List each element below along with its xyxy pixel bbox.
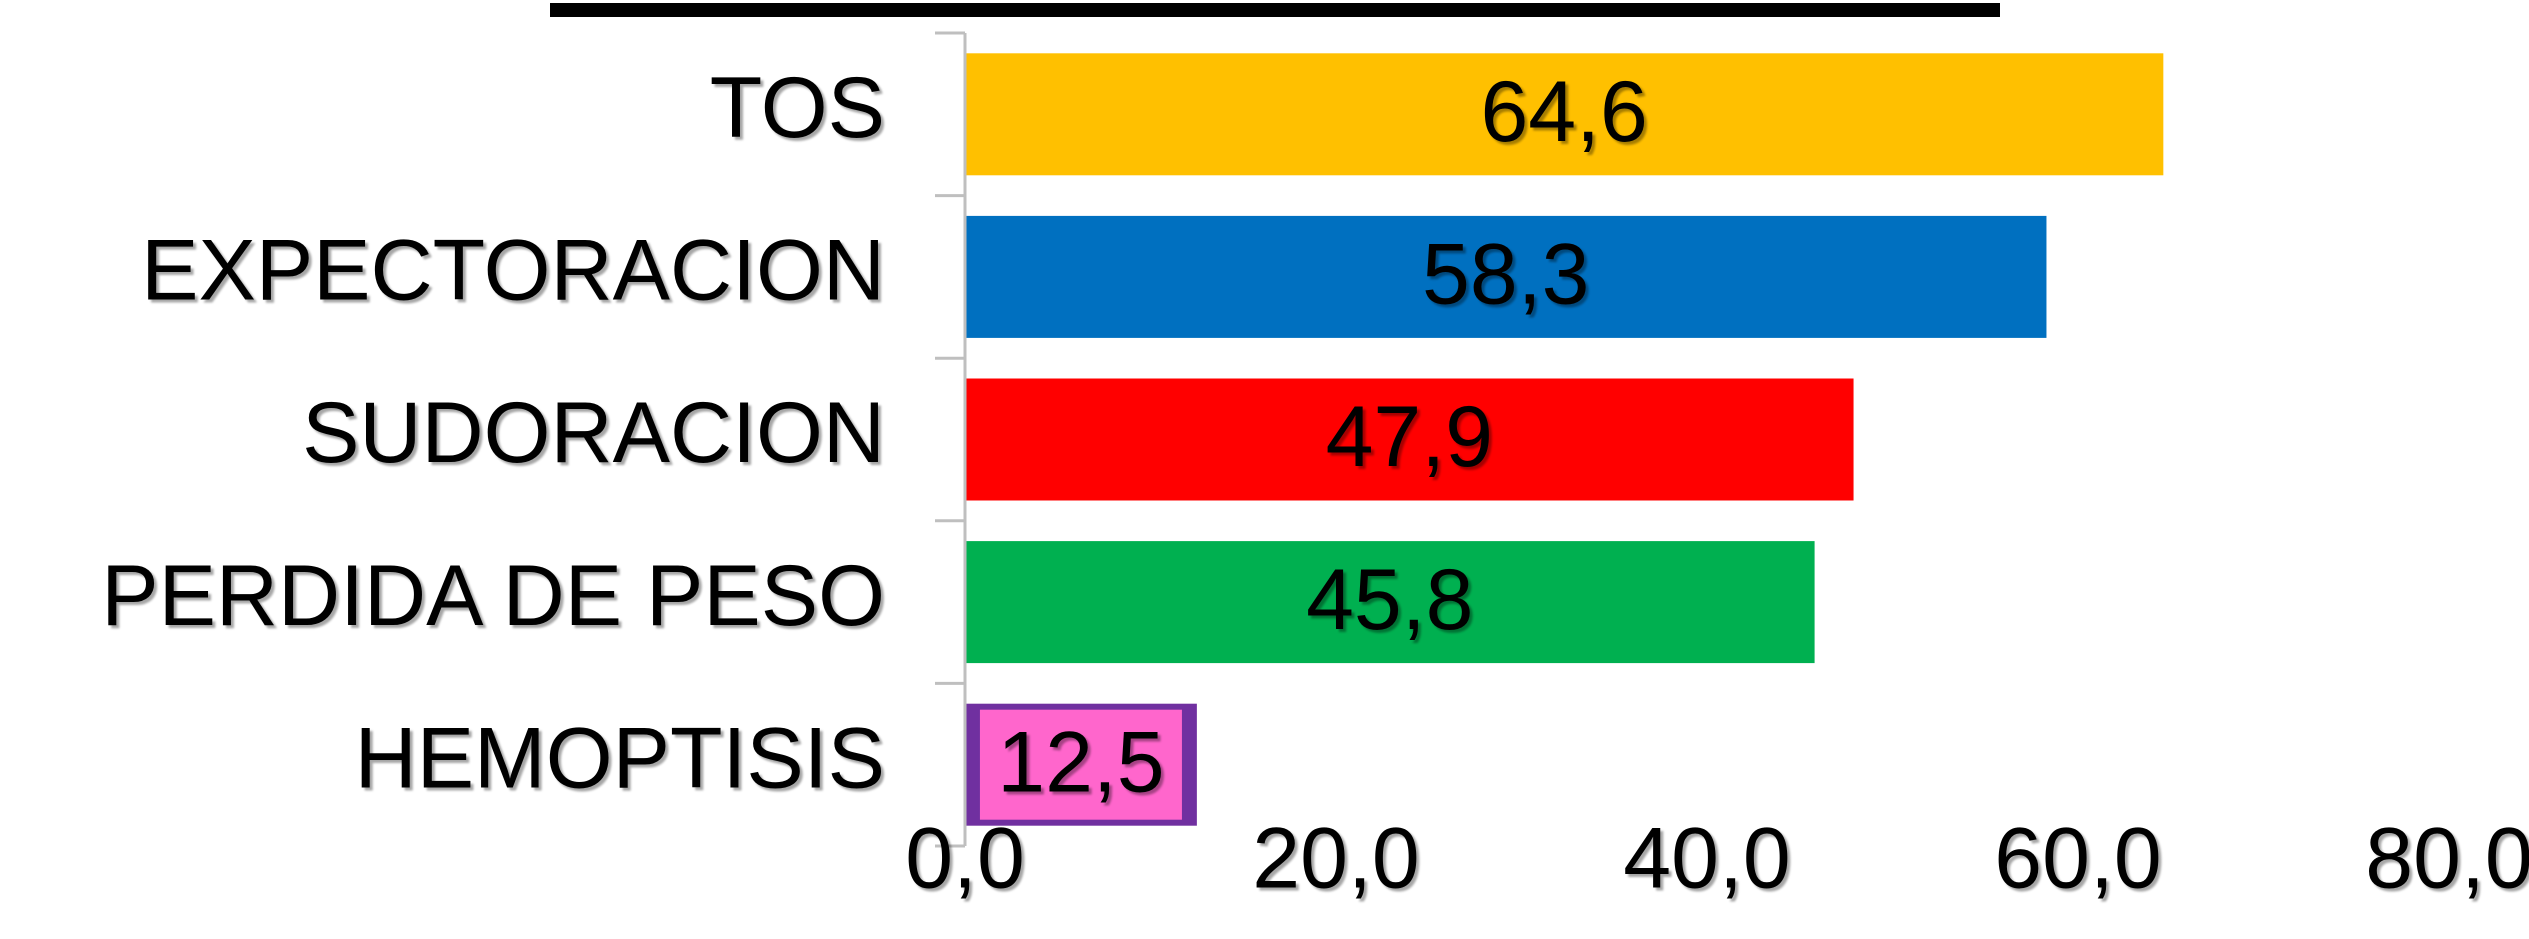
category-labels: TOS EXPECTORACION SUDORACION PERDIDA DE PES… [101,60,885,806]
x-tick-label: 20,0 [1252,811,1419,907]
category-label-expectoracion: EXPECTORACION [141,223,885,319]
x-tick-label: 0,0 [905,811,1025,907]
x-tick-label: 60,0 [1994,811,2161,907]
data-label-highlight [979,709,1182,820]
bar-sudoracion [965,378,1854,501]
bar-tos [965,53,2164,176]
category-label-tos: TOS [710,60,885,156]
data-label-perdida-de-peso: 45,8 [1306,552,1473,648]
bar-expectoracion [965,215,2047,338]
data-label-expectoracion: 58,3 [1422,227,1589,323]
bar-perdida-de-peso [965,541,1815,664]
data-label-sudoracion: 47,9 [1326,389,1493,485]
x-axis-ticks: 0,0 20,0 40,0 60,0 80,0 [905,811,2529,907]
category-label-hemoptisis: HEMOPTISIS [355,710,885,806]
data-label-hemoptisis: 12,5 [997,714,1164,810]
data-label-tos: 64,6 [1480,64,1647,160]
bars-layer: 64,6 58,3 47,9 45,8 12,5 [965,53,2164,826]
y-axis [935,31,967,848]
category-label-sudoracion: SUDORACION [302,385,885,481]
x-tick-label: 80,0 [2365,811,2529,907]
category-label-perdida-de-peso: PERDIDA DE PESO [101,548,885,644]
x-tick-label: 40,0 [1623,811,1790,907]
